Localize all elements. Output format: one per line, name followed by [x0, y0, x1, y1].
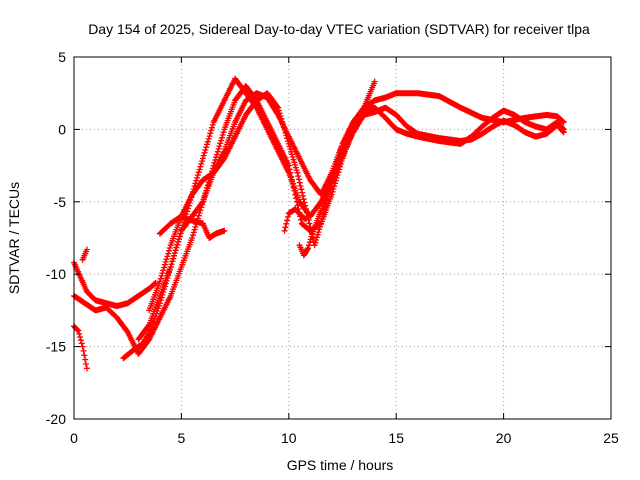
point-markers [296, 104, 374, 259]
series-track-4 [71, 83, 567, 357]
series-track-8 [156, 213, 228, 241]
y-tick-label: -10 [46, 266, 66, 282]
x-tick-label: 25 [603, 430, 619, 446]
point-markers [79, 246, 90, 263]
y-axis-label: SDTVAR / TECUs [6, 182, 22, 294]
x-tick-label: 15 [388, 430, 404, 446]
x-tick-label: 20 [496, 430, 512, 446]
y-tick-label: -5 [54, 194, 67, 210]
x-tick-label: 5 [178, 430, 186, 446]
x-tick-label: 0 [70, 430, 78, 446]
y-tick-label: -15 [46, 339, 66, 355]
x-axis-label: GPS time / hours [287, 457, 394, 473]
data-points [71, 75, 567, 372]
x-tick-label: 10 [281, 430, 297, 446]
point-markers [156, 213, 228, 241]
plot-frame [73, 56, 612, 420]
grid-lines [74, 57, 611, 419]
y-tick-label: -20 [46, 411, 66, 427]
y-tick-label: 5 [58, 49, 66, 65]
point-markers [281, 206, 309, 234]
chart-title: Day 154 of 2025, Sidereal Day-to-day VTE… [88, 21, 590, 37]
y-tick-label: 0 [58, 121, 66, 137]
series-track-10 [296, 104, 374, 259]
axis-ticks: 0 5 10 15 20 25 -20 -15 -10 -5 0 5 [46, 49, 619, 446]
series-track-9 [281, 206, 309, 234]
point-markers [71, 83, 567, 357]
series-track-2 [79, 246, 90, 263]
